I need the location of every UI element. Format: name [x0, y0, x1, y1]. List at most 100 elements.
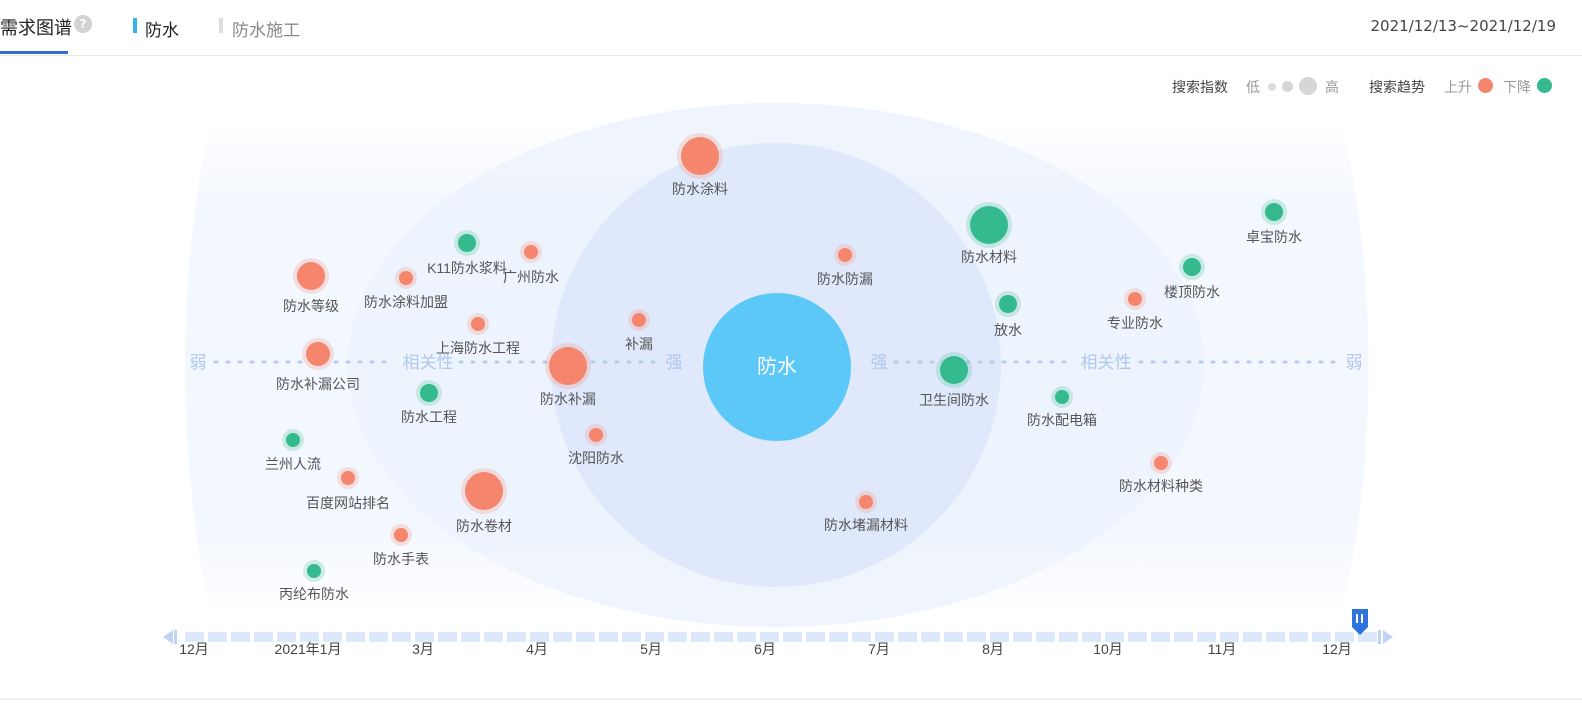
keyword-node-label[interactable]: 上海防水工程	[436, 340, 520, 356]
timeline-segment[interactable]	[1220, 632, 1239, 642]
keyword-node-bubble[interactable]	[394, 528, 408, 542]
timeline-segment[interactable]	[1335, 632, 1354, 642]
keyword-node-label[interactable]: 防水补漏	[540, 391, 596, 407]
keyword-node-bubble[interactable]	[681, 137, 719, 175]
keyword-node-bubble[interactable]	[838, 248, 852, 262]
keyword-node-label[interactable]: 放水	[994, 322, 1022, 338]
date-range[interactable]: 2021/12/13~2021/12/19	[1370, 17, 1556, 35]
timeline-segment[interactable]	[806, 632, 825, 642]
keyword-node-bubble[interactable]	[1183, 258, 1201, 276]
breadcrumb-item-fangshui[interactable]: 防水	[145, 21, 179, 41]
keyword-node-bubble[interactable]	[859, 495, 873, 509]
timeline-segment[interactable]	[415, 632, 434, 642]
keyword-node-label[interactable]: 卫生间防水	[919, 392, 989, 408]
keyword-node-label[interactable]: 补漏	[625, 336, 653, 352]
keyword-node-bubble[interactable]	[1265, 203, 1283, 221]
keyword-node-bubble[interactable]	[589, 428, 603, 442]
timeline-segment[interactable]	[1312, 632, 1331, 642]
timeline-segment[interactable]	[1151, 632, 1170, 642]
timeline-segment[interactable]	[323, 632, 342, 642]
timeline-segment[interactable]	[369, 632, 388, 642]
keyword-node-label[interactable]: K11防水浆料	[427, 260, 507, 276]
keyword-node-bubble[interactable]	[940, 356, 968, 384]
keyword-node-bubble[interactable]	[306, 342, 330, 366]
timeline-segment[interactable]	[921, 632, 940, 642]
timeline-segment[interactable]	[1105, 632, 1124, 642]
timeline-segment[interactable]	[1013, 632, 1032, 642]
timeline-segment[interactable]	[1243, 632, 1262, 642]
keyword-node-label[interactable]: 防水材料种类	[1119, 478, 1203, 494]
timeline-segment[interactable]	[507, 632, 526, 642]
timeline-month-label[interactable]: 12月	[1322, 641, 1352, 657]
timeline-segment[interactable]	[1059, 632, 1078, 642]
timeline-segment[interactable]	[277, 632, 296, 642]
keyword-node-bubble[interactable]	[458, 234, 476, 252]
timeline-segment[interactable]	[1358, 632, 1377, 642]
timeline-month-label[interactable]: 2021年1月	[275, 641, 342, 657]
keyword-node-label[interactable]: 沈阳防水	[568, 450, 624, 466]
timeline-segment[interactable]	[461, 632, 480, 642]
timeline-segment[interactable]	[599, 632, 618, 642]
timeline-segment[interactable]	[622, 632, 641, 642]
keyword-node-bubble[interactable]	[465, 472, 503, 510]
timeline-segment[interactable]	[1289, 632, 1308, 642]
timeline-month-label[interactable]: 10月	[1093, 641, 1123, 657]
keyword-node-label[interactable]: 防水手表	[373, 551, 429, 567]
timeline-segment[interactable]	[208, 632, 227, 642]
keyword-node-label[interactable]: 卓宝防水	[1246, 229, 1302, 245]
timeline-segment[interactable]	[783, 632, 802, 642]
timeline-segment[interactable]	[576, 632, 595, 642]
timeline-segment[interactable]	[852, 632, 871, 642]
timeline-segment[interactable]	[346, 632, 365, 642]
question-circle-icon[interactable]: ?	[74, 15, 92, 33]
page-title[interactable]: 需求图谱	[0, 18, 72, 39]
timeline-segment[interactable]	[553, 632, 572, 642]
keyword-node-bubble[interactable]	[1154, 456, 1168, 470]
timeline-segment[interactable]	[898, 632, 917, 642]
timeline-month-label[interactable]: 4月	[526, 641, 548, 657]
timeline-segment[interactable]	[1036, 632, 1055, 642]
timeline-segment[interactable]	[737, 632, 756, 642]
keyword-node-label[interactable]: 防水防漏	[817, 271, 873, 287]
timeline-segment[interactable]	[691, 632, 710, 642]
timeline-segment[interactable]	[1197, 632, 1216, 642]
keyword-node-bubble[interactable]	[1128, 292, 1142, 306]
keyword-node-label[interactable]: 丙纶布防水	[279, 586, 349, 602]
keyword-node-bubble[interactable]	[524, 245, 538, 259]
keyword-node-bubble[interactable]	[632, 313, 646, 327]
keyword-node-bubble[interactable]	[999, 295, 1017, 313]
step-backward-icon[interactable]	[163, 630, 173, 644]
timeline-month-label[interactable]: 8月	[982, 641, 1004, 657]
keyword-node-bubble[interactable]	[297, 262, 325, 290]
keyword-node-label[interactable]: 防水涂料加盟	[364, 294, 448, 310]
timeline-month-label[interactable]: 11月	[1208, 641, 1237, 657]
timeline-track[interactable]	[185, 632, 1377, 642]
keyword-node-label[interactable]: 百度网站排名	[306, 495, 390, 511]
timeline-segment[interactable]	[185, 632, 204, 642]
keyword-node-label[interactable]: 广州防水	[503, 269, 559, 285]
keyword-node-bubble[interactable]	[1055, 390, 1069, 404]
timeline-month-label[interactable]: 7月	[868, 641, 890, 657]
timeline-segment[interactable]	[990, 632, 1009, 642]
timeline-segment[interactable]	[1128, 632, 1147, 642]
keyword-node-label[interactable]: 防水涂料	[672, 181, 728, 197]
timeline-segment[interactable]	[438, 632, 457, 642]
timeline-month-label[interactable]: 5月	[640, 641, 662, 657]
keyword-node-label[interactable]: 楼顶防水	[1164, 284, 1220, 300]
timeline-segment[interactable]	[714, 632, 733, 642]
keyword-node-label[interactable]: 防水卷材	[456, 518, 512, 534]
step-forward-icon[interactable]	[1383, 630, 1393, 644]
keyword-node-label[interactable]: 兰州人流	[265, 456, 321, 472]
keyword-node-bubble[interactable]	[307, 564, 321, 578]
center-bubble[interactable]	[703, 293, 851, 441]
breadcrumb-item-fangshui-shigong[interactable]: 防水施工	[232, 21, 300, 41]
keyword-node-label[interactable]: 防水配电箱	[1027, 412, 1097, 428]
timeline-segment[interactable]	[1174, 632, 1193, 642]
timeline-segment[interactable]	[254, 632, 273, 642]
timeline-segment[interactable]	[300, 632, 319, 642]
timeline-segment[interactable]	[530, 632, 549, 642]
keyword-node-label[interactable]: 防水材料	[961, 249, 1017, 265]
timeline-segment[interactable]	[1082, 632, 1101, 642]
keyword-node-bubble[interactable]	[399, 271, 413, 285]
keyword-node-bubble[interactable]	[286, 433, 300, 447]
